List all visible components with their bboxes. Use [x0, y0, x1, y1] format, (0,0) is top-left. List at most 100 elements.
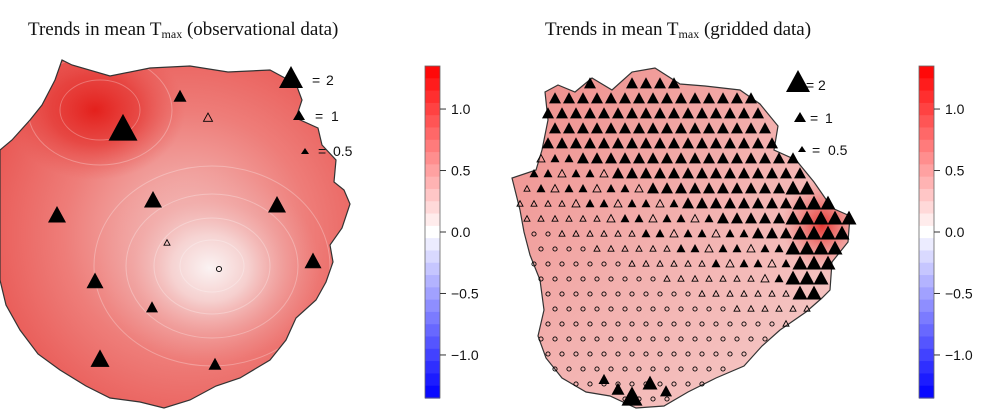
colorbar-band	[919, 361, 934, 375]
grid-cell-marker	[636, 276, 642, 282]
grid-cell-marker	[789, 304, 797, 312]
colorbar-band	[919, 66, 934, 79]
grid-cell-marker	[711, 258, 721, 268]
right-colorbar-bands	[919, 66, 934, 399]
grid-cell-marker	[657, 381, 663, 387]
grid-cell-marker	[523, 214, 531, 222]
grid-cell-marker	[659, 385, 673, 397]
grid-cell-marker	[706, 336, 712, 342]
grid-cell-marker	[531, 231, 537, 237]
colorbar-band	[425, 188, 440, 202]
grid-cell-marker	[632, 92, 646, 104]
grid-cell-marker	[772, 182, 786, 194]
grid-cell-marker	[559, 291, 565, 297]
colorbar-tick-label: 0.0	[945, 224, 965, 240]
right-legend-eq-2: =	[806, 77, 814, 93]
grid-cell-marker	[642, 375, 658, 390]
grid-cell-marker	[723, 197, 737, 209]
grid-cell-marker	[583, 107, 597, 119]
station-marker	[108, 113, 138, 141]
grid-cell-marker	[767, 258, 777, 268]
grid-cell-marker	[642, 259, 650, 267]
grid-cell-marker	[732, 243, 742, 253]
grid-cell-marker	[618, 92, 632, 104]
grid-cell-marker	[576, 122, 590, 134]
grid-cell-marker	[573, 351, 579, 357]
colorbar-tick-label: 1.0	[451, 101, 471, 117]
grid-cell-marker	[768, 289, 776, 297]
grid-cell-marker	[594, 306, 600, 312]
grid-cell-marker	[622, 306, 628, 312]
colorbar-band	[425, 176, 440, 190]
right-title-suffix: (gridded data)	[699, 19, 812, 40]
grid-cell-marker	[608, 366, 614, 372]
grid-cell-marker	[639, 107, 653, 119]
grid-cell-marker	[628, 229, 636, 237]
grid-cell-marker	[587, 321, 593, 327]
grid-cell-marker	[608, 276, 614, 282]
grid-cell-marker	[571, 198, 581, 208]
grid-cell-marker	[611, 167, 625, 179]
grid-cell-marker	[739, 258, 749, 268]
grid-cell-marker	[753, 258, 763, 268]
grid-cell-marker	[592, 183, 602, 193]
grid-cell-marker	[690, 213, 700, 223]
grid-cell-marker	[676, 243, 686, 253]
grid-cell-marker	[751, 227, 765, 239]
colorbar-tick-label: −1.0	[451, 347, 479, 363]
grid-cell-marker	[765, 137, 779, 149]
left-size-legend: = 2 = 1 = 0.5	[279, 66, 353, 159]
grid-cell-marker	[655, 198, 665, 208]
grid-cell-marker	[615, 351, 621, 357]
grid-cell-marker	[598, 373, 610, 384]
colorbar-band	[919, 201, 934, 215]
grid-cell-marker	[604, 152, 618, 164]
grid-cell-marker	[544, 199, 552, 207]
colorbar-band	[919, 250, 934, 264]
grid-cell-marker	[590, 122, 604, 134]
grid-cell-marker	[643, 321, 649, 327]
grid-cell-marker	[733, 274, 741, 282]
grid-cell-marker	[713, 321, 719, 327]
colorbar-tick-label: 1.0	[945, 101, 965, 117]
grid-cell-marker	[758, 182, 772, 194]
grid-cell-marker	[793, 167, 807, 179]
grid-cell-marker	[529, 168, 539, 178]
grid-cell-marker	[671, 321, 677, 327]
grid-cell-marker	[562, 122, 576, 134]
colorbar-band	[919, 262, 934, 276]
grid-cell-marker	[813, 240, 829, 255]
grid-cell-marker	[684, 259, 692, 267]
grid-cell-marker	[827, 210, 843, 225]
grid-cell-marker	[688, 92, 702, 104]
grid-cell-marker	[557, 168, 567, 178]
grid-cell-marker	[646, 152, 660, 164]
station-marker	[202, 112, 214, 122]
grid-cell-marker	[634, 213, 644, 223]
grid-cell-marker	[643, 351, 649, 357]
grid-cell-marker	[723, 107, 737, 119]
grid-cell-marker	[646, 92, 660, 104]
grid-cell-marker	[620, 183, 630, 193]
grid-cell-marker	[786, 152, 800, 164]
grid-cell-marker	[594, 276, 600, 282]
grid-cell-marker	[537, 214, 545, 222]
grid-cell-marker	[704, 213, 714, 223]
right-colorbar: 1.0 0.5 0.0 −0.5 −1.0	[918, 65, 973, 399]
station-marker	[145, 301, 159, 313]
grid-cell-marker	[785, 240, 801, 255]
grid-cell-marker	[660, 122, 674, 134]
colorbar-band	[425, 311, 440, 325]
grid-cell-marker	[769, 321, 775, 327]
left-legend-eq-1: =	[315, 108, 323, 124]
grid-cell-marker	[555, 137, 569, 149]
grid-cell-marker	[562, 92, 576, 104]
grid-cell-marker	[587, 291, 593, 297]
grid-cell-marker	[754, 289, 762, 297]
grid-cell-marker	[541, 137, 555, 149]
colorbar-band	[919, 176, 934, 190]
grid-cell-marker	[779, 167, 793, 179]
grid-cell-marker	[709, 137, 723, 149]
obs-low-trend-area	[100, 173, 320, 363]
grid-cell-marker	[709, 167, 723, 179]
